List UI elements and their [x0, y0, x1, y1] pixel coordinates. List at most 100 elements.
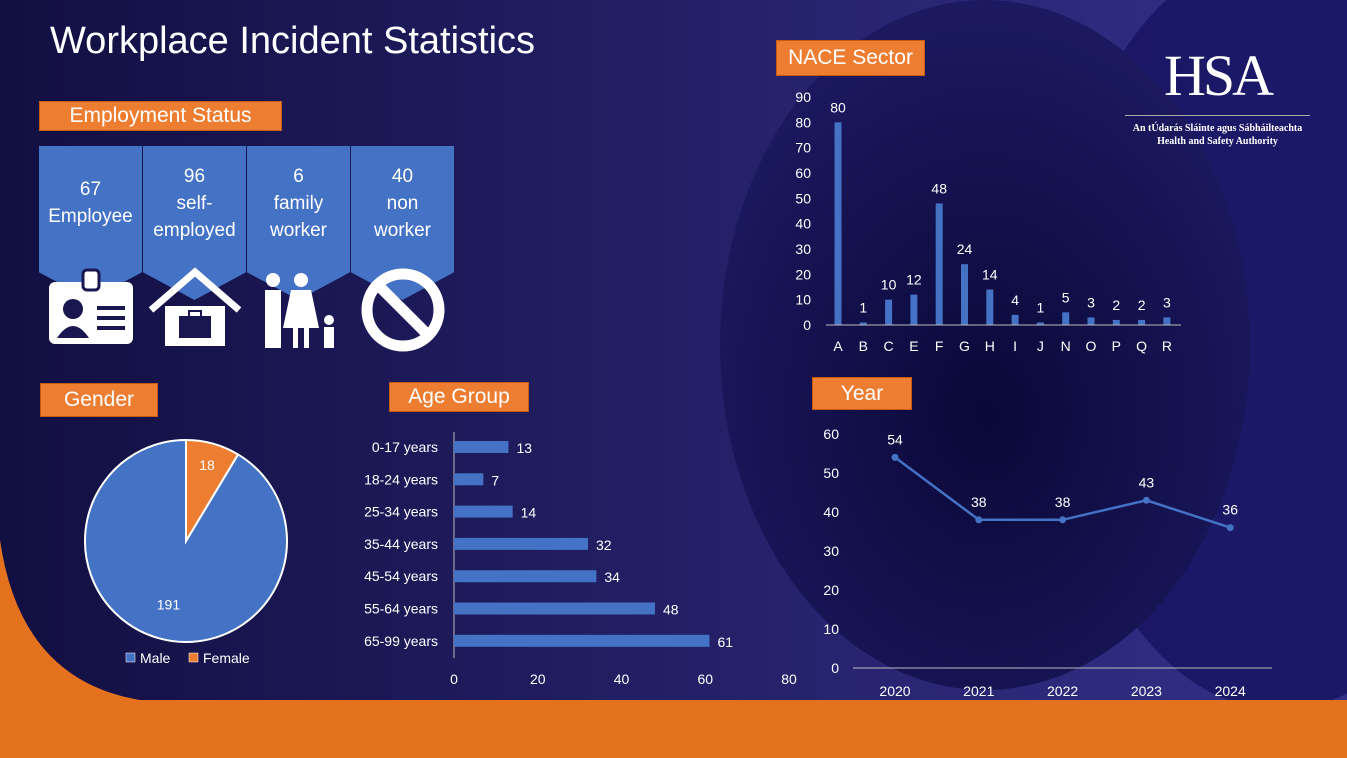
nace-data-label: 24	[957, 241, 973, 257]
age-data-label: 34	[604, 569, 620, 585]
nace-category-label: G	[959, 338, 970, 354]
logo-text: HSA	[1163, 43, 1274, 108]
year-point	[1226, 524, 1234, 532]
nace-category-label: Q	[1136, 338, 1147, 354]
nace-category-label: H	[985, 338, 995, 354]
employment-count: 6	[293, 165, 304, 187]
legend-label: Female	[203, 650, 250, 666]
nace-data-label: 48	[931, 180, 947, 196]
y-tick-label: 90	[795, 89, 811, 105]
year-point	[1142, 496, 1150, 504]
nace-category-label: P	[1112, 338, 1121, 354]
nace-bar	[1062, 312, 1070, 325]
nace-bar	[961, 264, 968, 325]
nace-data-label: 2	[1112, 297, 1120, 313]
age-bar	[454, 634, 710, 647]
nace-category-label: E	[909, 338, 918, 354]
logo-line-2: Health and Safety Authority	[1157, 136, 1278, 147]
nace-data-label: 5	[1062, 289, 1070, 305]
pie-data-label: 191	[157, 596, 181, 612]
prohibited-icon	[355, 262, 451, 359]
nace-bar	[1163, 317, 1171, 325]
y-tick-label: 40	[823, 504, 839, 520]
nace-category-label: I	[1013, 338, 1017, 354]
year-data-label: 36	[1222, 502, 1238, 518]
nace-bar	[885, 299, 893, 325]
nace-bar	[935, 203, 943, 325]
employment-type: family worker	[269, 192, 327, 241]
y-tick-label: 50	[823, 465, 839, 481]
year-category-label: 2021	[963, 683, 994, 699]
age-category-label: 25-34 years	[364, 504, 438, 520]
nace-data-label: 10	[881, 277, 897, 293]
nace-bar	[986, 289, 994, 325]
year-category-label: 2024	[1215, 683, 1246, 699]
nace-data-label: 80	[830, 99, 846, 115]
x-tick-label: 60	[697, 671, 713, 687]
pie-data-label: 18	[199, 457, 215, 473]
x-tick-label: 40	[614, 671, 630, 687]
age-data-label: 13	[516, 440, 532, 456]
year-data-label: 54	[887, 431, 903, 447]
age-category-label: 35-44 years	[364, 536, 438, 552]
employment-count: 40	[391, 165, 414, 187]
id-badge-icon	[43, 262, 139, 359]
age-data-label: 7	[491, 472, 499, 488]
age-data-label: 61	[717, 634, 733, 650]
age-bar	[454, 441, 509, 453]
employment-count: 96	[183, 165, 206, 187]
nace-data-label: 1	[859, 299, 867, 315]
y-tick-label: 20	[795, 266, 811, 282]
employment-type: non worker	[373, 192, 431, 241]
age-data-label: 14	[521, 505, 537, 521]
y-tick-label: 60	[823, 426, 839, 442]
nace-bar	[1112, 319, 1120, 325]
nace-data-label: 14	[982, 267, 998, 283]
y-tick-label: 20	[823, 582, 839, 598]
nace-sector-label: NACE Sector	[776, 40, 925, 76]
nace-category-label: A	[833, 338, 843, 354]
nace-category-label: B	[859, 338, 868, 354]
y-tick-label: 40	[795, 216, 811, 232]
gender-label: Gender	[40, 383, 158, 417]
age-category-label: 65-99 years	[364, 633, 438, 649]
legend-label: Male	[140, 650, 171, 666]
nace-bar	[1011, 314, 1019, 325]
nace-bar	[1138, 319, 1146, 325]
year-category-label: 2023	[1131, 683, 1162, 699]
employment-type: Employee	[48, 206, 133, 227]
age-data-label: 32	[596, 537, 612, 553]
nace-category-label: C	[884, 338, 894, 354]
nace-data-label: 2	[1138, 297, 1146, 313]
employment-status-label: Employment Status	[39, 101, 282, 131]
y-tick-label: 50	[795, 190, 811, 206]
y-tick-label: 0	[803, 317, 811, 333]
logo-line-1: An tÚdarás Sláinte agus Sábháilteachta	[1132, 123, 1303, 134]
y-tick-label: 70	[795, 140, 811, 156]
nace-bar	[834, 122, 842, 325]
home-work-icon	[147, 262, 243, 359]
age-bar	[454, 473, 484, 486]
nace-category-label: J	[1037, 338, 1044, 354]
nace-bar	[859, 322, 867, 325]
y-tick-label: 10	[795, 292, 811, 308]
y-tick-label: 10	[823, 621, 839, 637]
age-bar	[454, 602, 655, 615]
nace-category-label: R	[1162, 338, 1172, 354]
nace-data-label: 3	[1087, 294, 1095, 310]
age-category-label: 18-24 years	[364, 471, 438, 487]
x-tick-label: 0	[450, 671, 458, 687]
nace-category-label: N	[1061, 338, 1071, 354]
x-tick-label: 80	[781, 671, 797, 687]
age-bar	[454, 505, 513, 518]
legend-swatch	[188, 652, 199, 663]
age-category-label: 45-54 years	[364, 568, 438, 584]
year-category-label: 2020	[879, 683, 910, 699]
y-tick-label: 30	[823, 543, 839, 559]
legend-swatch	[125, 652, 136, 663]
year-category-label: 2022	[1047, 683, 1078, 699]
y-tick-label: 30	[795, 241, 811, 257]
age-bar	[454, 570, 597, 583]
employment-type: self-employed	[153, 192, 236, 241]
y-tick-label: 0	[831, 660, 839, 676]
